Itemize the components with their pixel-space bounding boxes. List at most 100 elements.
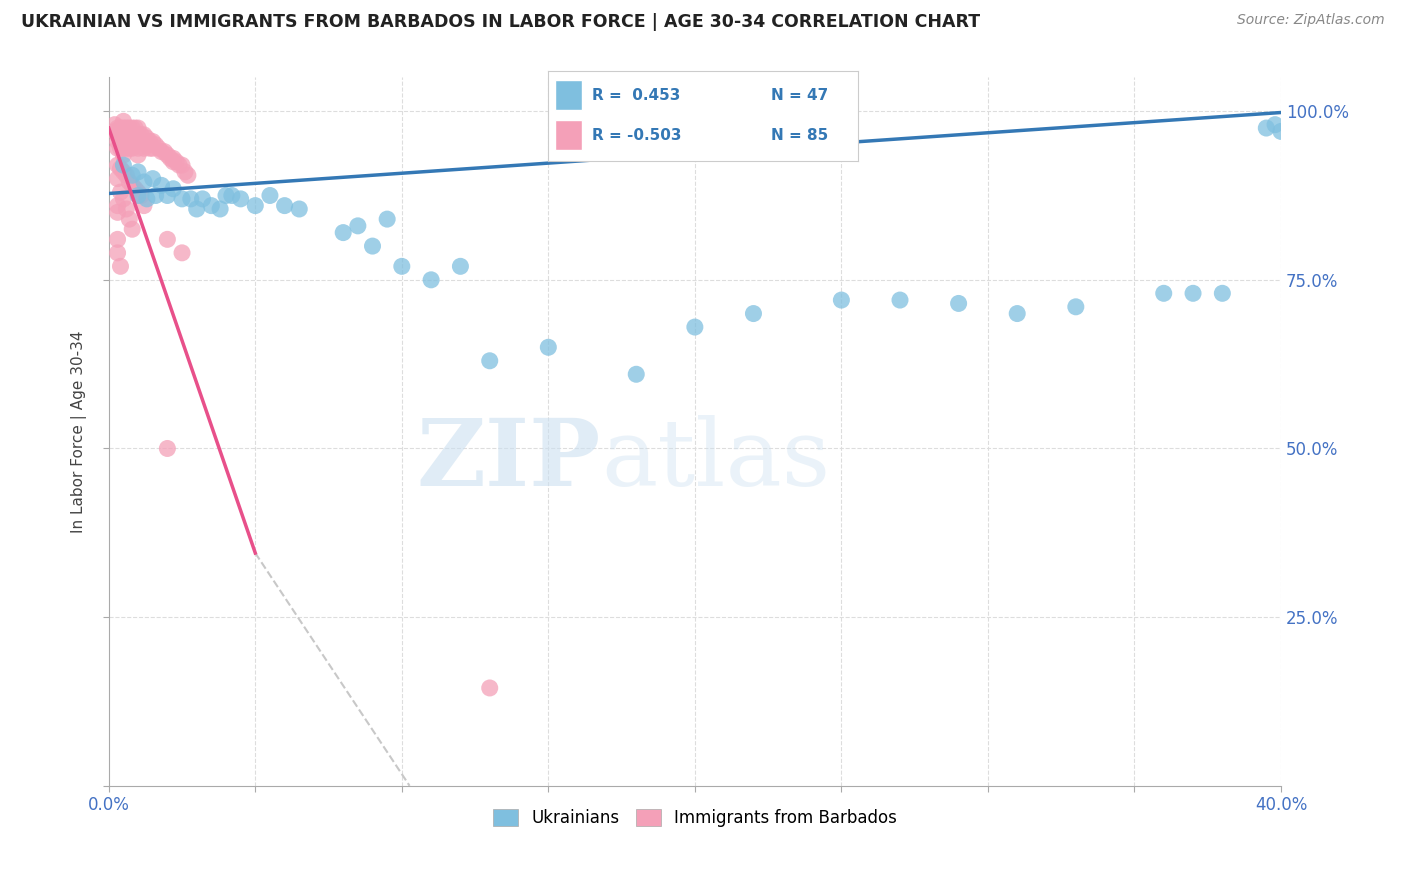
- Point: [1153, 286, 1175, 301]
- Point: [107, 171, 129, 186]
- Point: [127, 185, 149, 199]
- Point: [683, 320, 706, 334]
- Point: [107, 135, 129, 149]
- Point: [142, 171, 165, 186]
- Point: [121, 141, 143, 155]
- Point: [104, 124, 127, 138]
- Point: [127, 135, 149, 149]
- Point: [162, 154, 184, 169]
- Point: [1005, 307, 1028, 321]
- Point: [124, 121, 146, 136]
- Point: [118, 175, 141, 189]
- Point: [742, 307, 765, 321]
- Point: [273, 199, 295, 213]
- Point: [180, 192, 202, 206]
- Point: [449, 260, 471, 274]
- Point: [112, 165, 135, 179]
- Point: [156, 188, 179, 202]
- Point: [209, 202, 232, 216]
- Point: [124, 135, 146, 149]
- Point: [347, 219, 370, 233]
- Text: R =  0.453: R = 0.453: [592, 88, 681, 103]
- Point: [127, 188, 149, 202]
- Point: [1211, 286, 1233, 301]
- Point: [162, 182, 184, 196]
- Point: [132, 141, 155, 155]
- Point: [288, 202, 311, 216]
- Text: UKRAINIAN VS IMMIGRANTS FROM BARBADOS IN LABOR FORCE | AGE 30-34 CORRELATION CHA: UKRAINIAN VS IMMIGRANTS FROM BARBADOS IN…: [21, 13, 980, 31]
- Point: [150, 178, 173, 193]
- Point: [245, 199, 267, 213]
- Point: [162, 152, 184, 166]
- Point: [478, 353, 501, 368]
- Point: [420, 273, 443, 287]
- Point: [537, 340, 560, 354]
- Text: N = 85: N = 85: [770, 128, 828, 143]
- Point: [127, 128, 149, 142]
- Point: [478, 681, 501, 695]
- Point: [121, 135, 143, 149]
- Point: [107, 128, 129, 142]
- Point: [177, 168, 200, 182]
- Point: [391, 260, 413, 274]
- Point: [107, 158, 129, 172]
- Point: [259, 188, 281, 202]
- Point: [115, 121, 138, 136]
- Point: [118, 128, 141, 142]
- Point: [115, 128, 138, 142]
- Point: [132, 199, 155, 213]
- Point: [107, 199, 129, 213]
- Point: [112, 158, 135, 172]
- Point: [115, 135, 138, 149]
- FancyBboxPatch shape: [554, 80, 582, 110]
- Point: [135, 192, 157, 206]
- Point: [375, 212, 398, 227]
- Point: [1182, 286, 1205, 301]
- Point: [118, 212, 141, 227]
- Point: [139, 135, 162, 149]
- Point: [110, 135, 132, 149]
- Point: [112, 192, 135, 206]
- Point: [124, 128, 146, 142]
- Point: [112, 128, 135, 142]
- Point: [156, 148, 179, 162]
- Point: [150, 145, 173, 159]
- Point: [118, 121, 141, 136]
- Point: [1264, 118, 1286, 132]
- Text: ZIP: ZIP: [416, 415, 602, 505]
- Point: [112, 148, 135, 162]
- Point: [118, 135, 141, 149]
- Point: [107, 141, 129, 155]
- Point: [115, 141, 138, 155]
- Point: [156, 232, 179, 246]
- FancyBboxPatch shape: [554, 120, 582, 150]
- Point: [229, 192, 252, 206]
- Point: [129, 128, 152, 142]
- Point: [170, 192, 193, 206]
- Point: [215, 188, 238, 202]
- Point: [165, 154, 187, 169]
- Text: Source: ZipAtlas.com: Source: ZipAtlas.com: [1237, 13, 1385, 28]
- Point: [107, 232, 129, 246]
- Point: [110, 121, 132, 136]
- Point: [200, 199, 222, 213]
- Point: [948, 296, 970, 310]
- Point: [170, 158, 193, 172]
- Point: [132, 128, 155, 142]
- Point: [112, 135, 135, 149]
- Point: [129, 188, 152, 202]
- Text: N = 47: N = 47: [770, 88, 828, 103]
- Point: [112, 114, 135, 128]
- Point: [159, 152, 181, 166]
- Point: [145, 188, 167, 202]
- Point: [127, 141, 149, 155]
- Point: [127, 148, 149, 162]
- Point: [135, 137, 157, 152]
- Point: [115, 202, 138, 216]
- Point: [174, 165, 197, 179]
- Point: [110, 161, 132, 176]
- Point: [142, 135, 165, 149]
- Point: [170, 245, 193, 260]
- Point: [118, 141, 141, 155]
- Text: atlas: atlas: [602, 415, 831, 505]
